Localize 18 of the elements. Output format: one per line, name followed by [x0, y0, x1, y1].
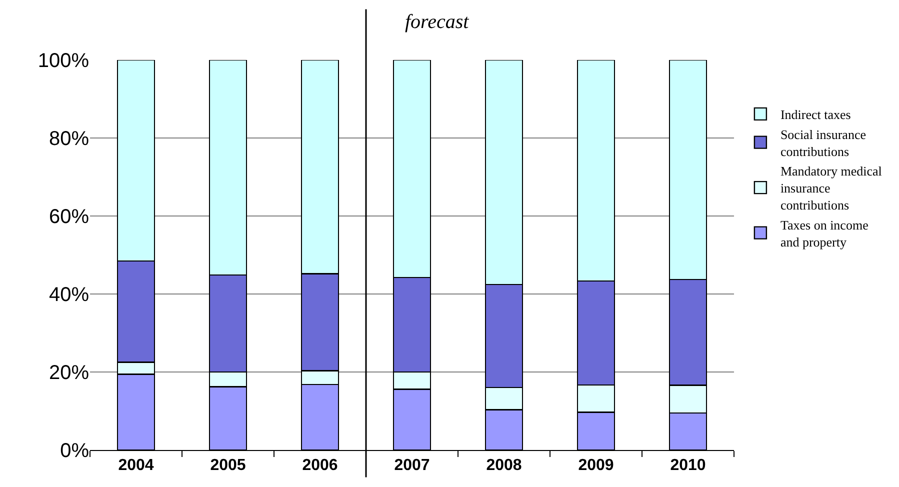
x-tick-label: 2005	[210, 457, 246, 474]
legend-label: Social insurance contributions	[780, 126, 866, 159]
y-tick-label: 100%	[38, 50, 90, 72]
legend-label: Indirect taxes	[780, 107, 851, 122]
x-tick-label: 2008	[486, 457, 522, 474]
y-tick-label: 80%	[48, 128, 90, 150]
x-tick-label: 2007	[394, 457, 430, 474]
y-tick-label: 0%	[60, 440, 90, 462]
y-tick-label: 60%	[48, 206, 90, 228]
x-tick-label: 2009	[578, 457, 614, 474]
y-tick-label: 20%	[48, 362, 90, 384]
legend-label: Mandatory medical insurance contributions	[780, 164, 882, 213]
x-tick-label: 2010	[670, 457, 706, 474]
ref-line-label: forecast	[405, 11, 470, 33]
x-tick-label: 2004	[118, 457, 154, 474]
y-tick-label: 40%	[48, 284, 90, 306]
legend-label: Taxes on income and property	[780, 217, 869, 250]
x-tick-label: 2006	[302, 457, 338, 474]
